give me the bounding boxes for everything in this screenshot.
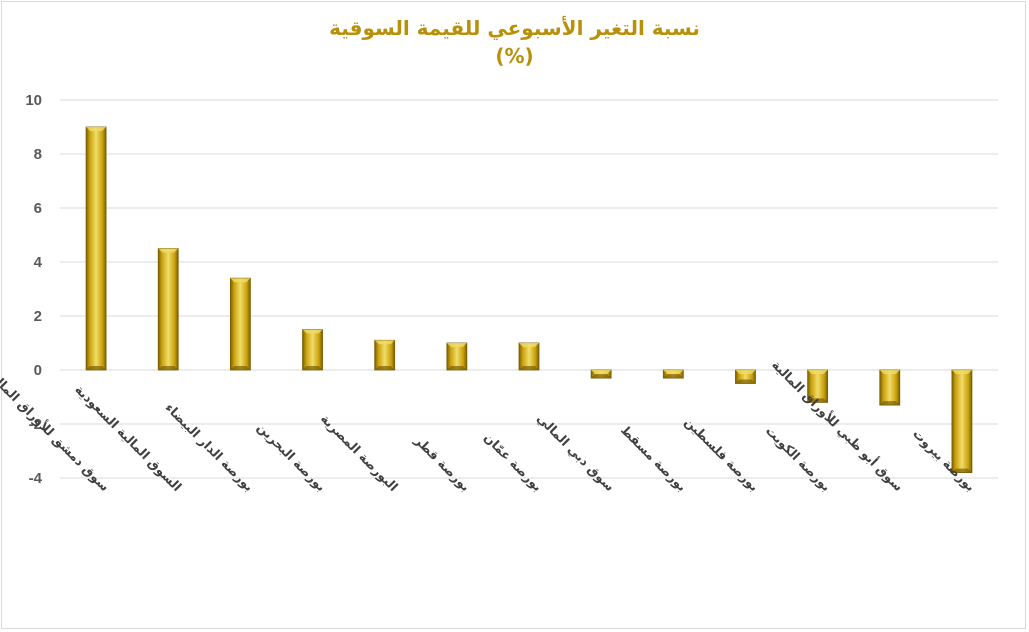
y-tick-label: 10	[25, 92, 42, 109]
bar	[735, 369, 756, 384]
x-tick-label: البورصة المصرية	[318, 411, 401, 494]
bar	[879, 369, 901, 406]
x-tick-label: بورصة مسقط	[618, 422, 690, 494]
x-tick-label: بورصة قطر	[411, 432, 473, 494]
y-tick-label: 2	[34, 308, 42, 325]
y-tick-label: -4	[29, 470, 43, 487]
x-tick-label: بورصة الكويت	[763, 423, 834, 494]
y-tick-label: 0	[34, 362, 42, 379]
chart-title: نسبة التغير الأسبوعي للقيمة السوقية	[329, 16, 700, 40]
bar	[807, 369, 829, 403]
bar	[446, 342, 468, 371]
bar	[157, 248, 179, 371]
y-tick-label: 6	[34, 200, 42, 217]
chart-title-block: نسبة التغير الأسبوعي للقيمة السوقية (%)	[0, 14, 1029, 70]
bar	[518, 342, 540, 371]
y-tick-label: 4	[34, 254, 43, 271]
bar	[374, 339, 396, 371]
x-tick-label: سوق دبي المالي	[534, 411, 618, 495]
bar	[951, 369, 973, 473]
bar	[85, 126, 107, 371]
y-tick-label: 8	[34, 146, 42, 163]
chart-subtitle: (%)	[495, 44, 534, 68]
x-tick-label: بورصة فلسطين	[682, 414, 762, 494]
bar	[229, 277, 251, 371]
x-tick-label: بورصة البحرين	[254, 419, 329, 494]
x-tick-label: سوق دمشق للأوراق المالية	[0, 366, 113, 494]
x-tick-label: بورصة عمّان	[481, 430, 545, 494]
bar	[590, 369, 612, 379]
y-tick-label: -2	[29, 416, 42, 433]
bar	[662, 369, 684, 379]
bar	[302, 329, 323, 371]
